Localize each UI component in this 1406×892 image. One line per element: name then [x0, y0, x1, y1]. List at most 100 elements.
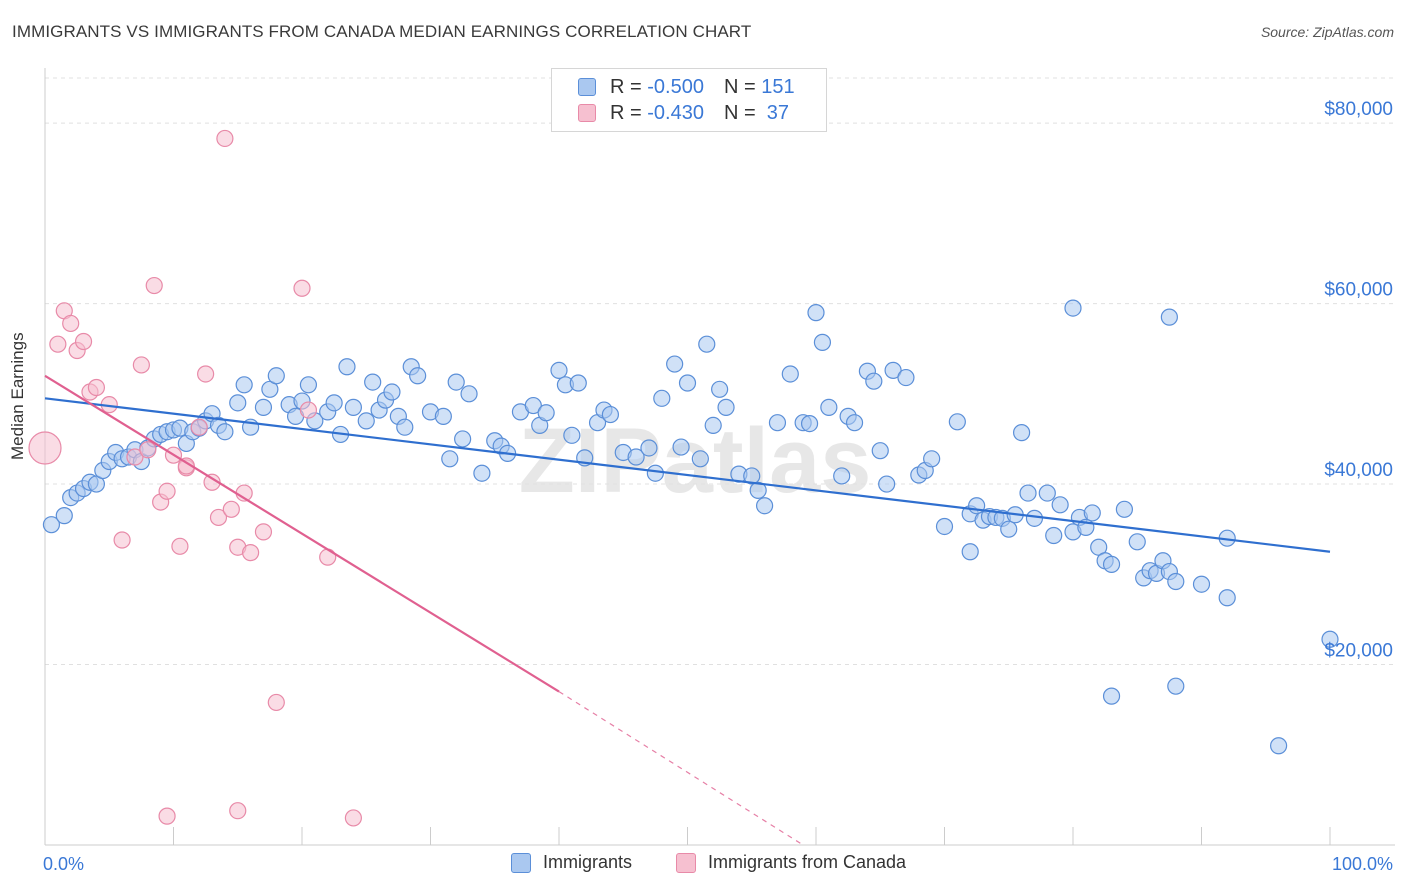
immigrants-point: [1269, 737, 1288, 755]
stats-row-immigrants: R = -0.500 N = 151: [578, 74, 795, 100]
immigrants-point: [640, 439, 658, 457]
canada-swatch: [676, 852, 696, 873]
y-tick-label: $80,000: [1324, 99, 1393, 120]
immigrants-point: [1321, 630, 1339, 648]
x-tick-label: 0.0%: [43, 854, 84, 874]
immigrants-point: [1218, 589, 1236, 607]
canada-point: [62, 314, 80, 333]
immigrants-swatch: [578, 78, 596, 96]
r-value: -0.430: [647, 101, 704, 124]
r-value: -0.500: [647, 75, 704, 98]
immigrants-point: [396, 418, 414, 436]
series-legend: Immigrants Immigrants from Canada: [0, 852, 1406, 878]
immigrants-point: [768, 414, 787, 432]
immigrants-trendline: [44, 397, 1331, 553]
n-label: N =: [723, 75, 756, 98]
canada-point: [145, 276, 163, 295]
immigrants-point: [923, 450, 941, 468]
immigrants-point: [1128, 533, 1146, 551]
r-label: R =: [610, 101, 642, 124]
n-value: 151: [761, 75, 795, 98]
immigrants-point: [1083, 504, 1101, 522]
y-tick-label: $40,000: [1324, 460, 1393, 481]
immigrants-point: [454, 430, 472, 448]
immigrants-point: [1000, 520, 1018, 538]
canada-point: [132, 356, 150, 374]
immigrants-point: [627, 448, 645, 466]
stats-row-canada: R = -0.430 N = 37: [578, 100, 789, 126]
canada-point: [267, 693, 285, 712]
immigrants-point: [235, 376, 253, 394]
immigrants-points: [42, 299, 1339, 755]
canada-point: [171, 537, 189, 555]
immigrants-point: [878, 475, 896, 493]
canada-point: [113, 531, 131, 549]
x-tick-label: 100.0%: [1332, 854, 1393, 874]
tick-labels: $20,000 $40,000 $60,000 $80,000 0.0% 100.0%: [43, 99, 1393, 874]
canada-points: [28, 129, 362, 827]
immigrants-point: [833, 467, 851, 485]
immigrants-point: [325, 394, 343, 412]
legend-item-canada[interactable]: Immigrants from Canada: [676, 852, 906, 873]
immigrants-point: [344, 398, 362, 416]
canada-point: [158, 807, 176, 825]
gridlines: [45, 77, 1395, 666]
y-tick-label: $20,000: [1324, 641, 1393, 662]
canada-point: [87, 378, 106, 397]
canada-trendline: [44, 374, 560, 693]
immigrants-point: [800, 415, 819, 433]
canada-point: [158, 482, 176, 500]
immigrants-point: [216, 423, 234, 441]
immigrants-point: [807, 304, 825, 322]
immigrants-point: [935, 517, 954, 536]
immigrants-point: [434, 407, 452, 425]
immigrants-point: [1025, 509, 1044, 527]
immigrants-point: [460, 385, 478, 403]
immigrants-point: [755, 497, 774, 515]
immigrants-point: [550, 361, 568, 379]
immigrants-point: [1192, 575, 1211, 593]
canada-point: [139, 441, 157, 459]
immigrants-point: [865, 372, 883, 390]
immigrants-point: [646, 464, 664, 482]
y-axis-label: Median Earnings: [8, 332, 27, 460]
immigrants-point: [1038, 484, 1056, 502]
canada-point: [28, 431, 62, 465]
immigrants-point: [672, 438, 690, 456]
immigrants-point: [267, 367, 285, 385]
immigrants-point: [229, 394, 247, 412]
immigrants-point: [447, 373, 465, 391]
canada-point: [126, 448, 144, 466]
legend-label-canada: Immigrants from Canada: [708, 852, 907, 872]
immigrants-point: [1160, 308, 1178, 326]
immigrants-point: [884, 361, 902, 379]
canada-point: [299, 401, 318, 419]
legend-item-immigrants[interactable]: Immigrants: [511, 852, 632, 873]
canada-point: [177, 457, 195, 475]
canada-point: [254, 523, 273, 541]
stats-legend: R = -0.500 N = 151 R = -0.430 N = 37: [551, 68, 827, 132]
immigrants-point: [42, 516, 61, 534]
immigrants-point: [383, 383, 401, 401]
chart-title: IMMIGRANTS VS IMMIGRANTS FROM CANADA MED…: [12, 22, 752, 41]
immigrants-point: [409, 367, 427, 385]
canada-point: [319, 548, 337, 566]
immigrants-point: [871, 442, 889, 460]
immigrants-point: [1019, 484, 1037, 502]
canada-point: [222, 500, 240, 518]
canada-point: [216, 129, 234, 148]
immigrants-point: [338, 358, 356, 376]
immigrants-point: [813, 333, 832, 351]
immigrants-point: [473, 464, 491, 482]
immigrants-point: [666, 355, 684, 373]
canada-point: [344, 809, 362, 827]
immigrants-point: [254, 398, 273, 416]
immigrants-point: [357, 412, 375, 430]
immigrants-point: [653, 389, 671, 407]
canada-trendline-extension: [558, 691, 804, 846]
canada-point: [293, 279, 311, 297]
canada-point: [229, 802, 247, 820]
immigrants-point: [1051, 496, 1069, 514]
immigrants-point: [569, 374, 587, 392]
immigrants-point: [524, 396, 542, 415]
